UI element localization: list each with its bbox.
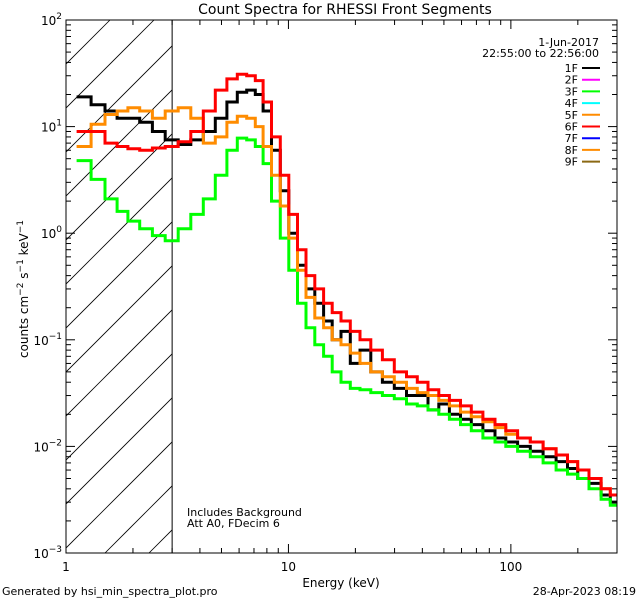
footer-generated-by: Generated by hsi_min_spectra_plot.pro — [2, 585, 218, 598]
plot-frame — [65, 19, 618, 554]
y-tick-label: 102 — [41, 12, 62, 28]
legend-label-7f: 7F — [565, 132, 578, 145]
x-axis-label: Energy (keV) — [302, 576, 379, 590]
series-line-6f — [76, 72, 617, 497]
chart-title: Count Spectra for RHESSI Front Segments — [198, 2, 492, 18]
hatch-line — [66, 20, 67, 21]
hatch-line — [66, 309, 173, 417]
annotation-attenuator: Att A0, FDecim 6 — [187, 517, 280, 530]
time-range-label: 22:55:00 to 22:56:00 — [482, 47, 599, 60]
series-line-3f — [76, 136, 617, 507]
legend-label-4f: 4F — [565, 97, 578, 110]
hatch-line — [66, 265, 173, 373]
legend-label-2f: 2F — [565, 74, 578, 87]
y-axis-label: counts cm−2 s−1 keV−1 — [16, 220, 31, 358]
x-tick-label: 100 — [499, 560, 522, 574]
y-tick-label: 100 — [41, 225, 62, 241]
legend-label-8f: 8F — [565, 144, 578, 157]
y-tick-label: 10−3 — [33, 545, 62, 561]
hatch-line — [66, 353, 173, 461]
legend-label-1f: 1F — [565, 62, 578, 75]
y-tick-label: 10−2 — [33, 438, 62, 454]
hatch-line — [104, 485, 173, 553]
date-label: 1-Jun-2017 — [538, 36, 599, 49]
legend-label-3f: 3F — [565, 85, 578, 98]
legend-label-5f: 5F — [565, 109, 578, 122]
y-tick-label: 101 — [41, 119, 62, 135]
annotation-background: Includes Background — [187, 506, 302, 519]
hatch-line — [66, 133, 173, 241]
series-line-1f — [76, 88, 617, 504]
y-tick-label: 10−1 — [33, 332, 62, 348]
footer-timestamp: 28-Apr-2023 08:19 — [533, 585, 636, 598]
hatch-line — [66, 221, 173, 329]
hatch-line — [66, 89, 173, 197]
attenuator-hatched-region — [66, 20, 173, 553]
hatch-line — [66, 177, 173, 285]
hatch-line — [66, 397, 173, 505]
hatch-line — [66, 45, 173, 153]
hatch-line — [66, 441, 173, 549]
series-line-5f — [76, 106, 617, 497]
x-tick-label: 1 — [62, 560, 70, 574]
legend-label-6f: 6F — [565, 121, 578, 134]
x-tick-label: 10 — [281, 560, 296, 574]
legend-label-9f: 9F — [565, 156, 578, 169]
